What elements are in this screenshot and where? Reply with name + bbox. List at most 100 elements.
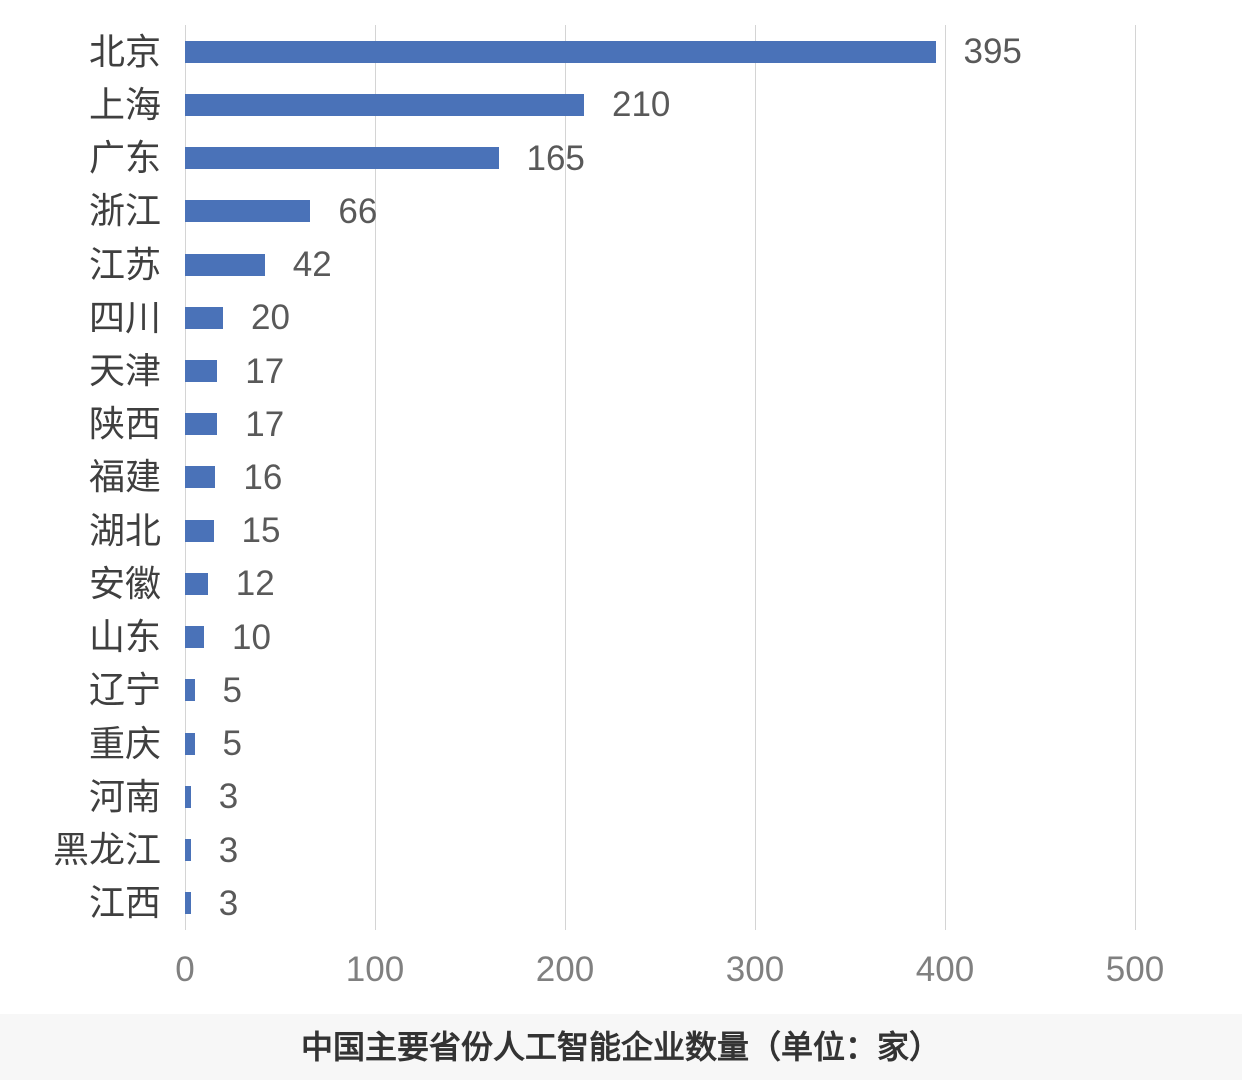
bar [185, 93, 584, 116]
bar-row: 北京 395 [0, 25, 1242, 78]
category-label: 重庆 [88, 722, 161, 764]
x-tick-label: 400 [915, 950, 975, 989]
bar [185, 732, 195, 755]
bar [185, 413, 218, 436]
category-label: 湖北 [88, 509, 161, 551]
bar-row: 湖北 15 [0, 504, 1242, 557]
chart-title: 中国主要省份人工智能企业数量（单位：家） [300, 1029, 941, 1065]
bar-track: 42 [185, 238, 1135, 291]
category-label: 江西 [88, 882, 161, 924]
category-label: 江苏 [88, 243, 161, 285]
gridline-200 [565, 25, 566, 930]
bar-track: 15 [185, 504, 1135, 557]
value-label: 20 [251, 298, 290, 338]
category-label: 福建 [88, 456, 161, 498]
category-label: 天津 [88, 350, 161, 392]
category-label: 安徽 [88, 562, 161, 604]
category-label: 广东 [88, 137, 161, 179]
category-label: 上海 [88, 83, 161, 125]
bar-row: 安徽 12 [0, 557, 1242, 610]
bar [185, 572, 208, 595]
bar-track: 66 [185, 185, 1135, 238]
bar [185, 147, 499, 170]
bar-track: 3 [185, 877, 1135, 930]
gridline-100 [375, 25, 376, 930]
bar-row: 福建 16 [0, 451, 1242, 504]
bar-track: 5 [185, 717, 1135, 770]
value-label: 5 [222, 670, 242, 710]
bar-track: 12 [185, 557, 1135, 610]
x-tick-label: 200 [535, 950, 595, 989]
value-label: 10 [232, 617, 271, 657]
bar-row: 河南 3 [0, 770, 1242, 823]
bar-rows: 北京 395 上海 210 广东 165 浙江 66 江苏 42 四川 20 天津 17 陕西 17 福建 16 湖… [0, 25, 1242, 930]
bar-track: 3 [185, 770, 1135, 823]
category-label: 北京 [88, 30, 161, 72]
bar [185, 519, 214, 542]
gridline-300 [755, 25, 756, 930]
value-label: 66 [338, 191, 378, 231]
bar-row: 江西 3 [0, 877, 1242, 930]
bar-row: 江苏 42 [0, 238, 1242, 291]
bar-row: 四川 20 [0, 291, 1242, 344]
bar [185, 626, 204, 649]
value-label: 17 [245, 404, 285, 444]
bar [185, 306, 223, 329]
bar-row: 陕西 17 [0, 398, 1242, 451]
category-label: 黑龙江 [52, 829, 161, 871]
category-label: 山东 [88, 616, 161, 658]
x-tick-label: 500 [1105, 950, 1165, 989]
bar-row: 黑龙江 3 [0, 824, 1242, 877]
category-label: 浙江 [88, 190, 161, 232]
x-tick-label: 100 [345, 950, 405, 989]
bar-row: 浙江 66 [0, 185, 1242, 238]
bar [185, 40, 936, 63]
category-label: 陕西 [88, 403, 161, 445]
value-label: 15 [241, 511, 281, 551]
bar-track: 5 [185, 664, 1135, 717]
value-label: 16 [243, 457, 283, 497]
bar-track: 20 [185, 291, 1135, 344]
bar-row: 天津 17 [0, 344, 1242, 397]
value-label: 210 [612, 85, 671, 125]
x-tick-label: 300 [725, 950, 785, 989]
bar [185, 200, 311, 223]
value-label: 3 [218, 777, 239, 817]
value-label: 5 [222, 724, 242, 764]
value-label: 395 [963, 32, 1022, 72]
bar [185, 839, 191, 862]
gridline-500 [1135, 25, 1136, 930]
bar [185, 785, 191, 808]
bar-track: 17 [185, 344, 1135, 397]
bar-row: 上海 210 [0, 78, 1242, 131]
bar [185, 360, 218, 383]
category-label: 四川 [88, 296, 161, 338]
bar [185, 892, 191, 915]
bar-track: 17 [185, 398, 1135, 451]
bar-row: 广东 165 [0, 131, 1242, 184]
bar-track: 16 [185, 451, 1135, 504]
x-tick-label: 0 [175, 950, 195, 989]
category-label: 河南 [88, 775, 161, 817]
bar-row: 重庆 5 [0, 717, 1242, 770]
value-label: 12 [235, 564, 275, 604]
title-band: 中国主要省份人工智能企业数量（单位：家） [0, 1014, 1242, 1080]
x-axis: 0 100 200 300 400 500 [175, 950, 1164, 994]
bar-track: 3 [185, 824, 1135, 877]
bar-row: 辽宁 5 [0, 664, 1242, 717]
value-label: 3 [218, 883, 239, 923]
value-label: 17 [245, 351, 285, 391]
bar [185, 679, 195, 702]
bar-track: 10 [185, 611, 1135, 664]
value-label: 165 [526, 138, 585, 178]
value-label: 42 [292, 245, 332, 285]
bar-row: 山东 10 [0, 611, 1242, 664]
gridline-400 [945, 25, 946, 930]
bar-track: 165 [185, 131, 1135, 184]
bar-track: 395 [185, 25, 1135, 78]
bar [185, 253, 265, 276]
bar [185, 466, 216, 489]
category-label: 辽宁 [88, 669, 161, 711]
bar-track: 210 [185, 78, 1135, 131]
